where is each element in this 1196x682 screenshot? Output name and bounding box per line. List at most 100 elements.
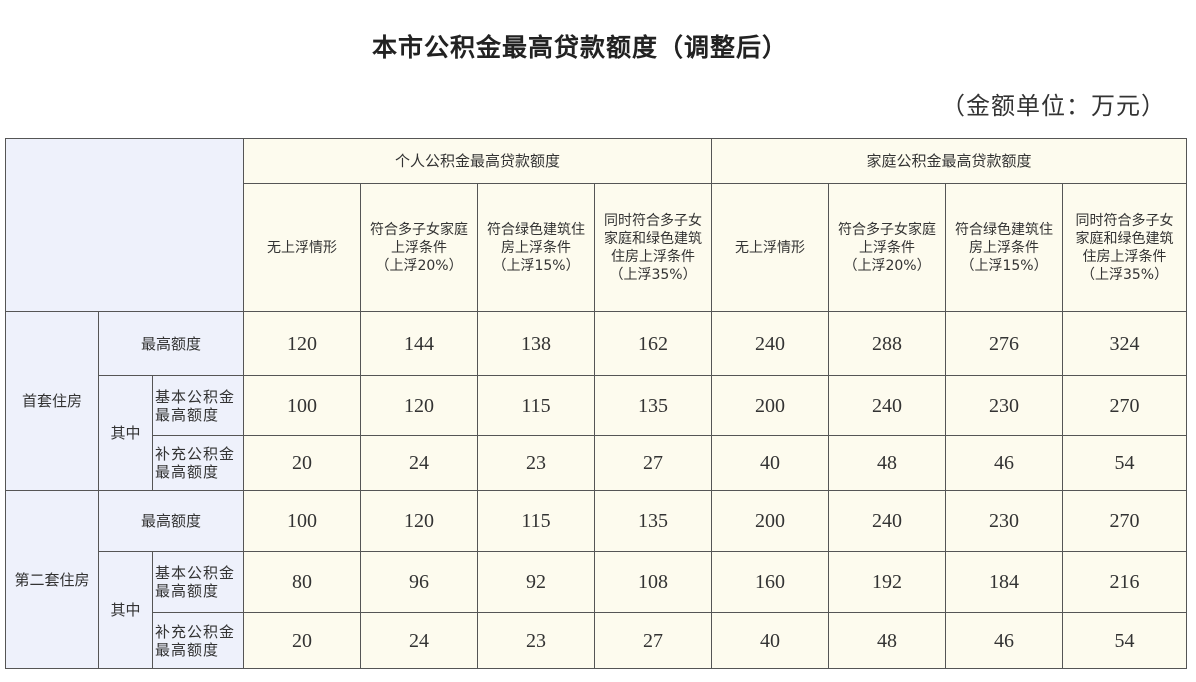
table-row: 首套住房 最高额度 120 144 138 162 240 288 276 324 — [5, 311, 1188, 491]
value-cell: 40 — [711, 612, 830, 669]
section-label: 首套住房 — [5, 311, 99, 491]
cell-text-line: （上浮20%） — [843, 257, 931, 274]
value-cell: 216 — [1062, 551, 1188, 613]
value-cell: 100 — [243, 490, 362, 552]
cell-text-line: 家庭和绿色建筑 — [604, 230, 703, 247]
value-cell: 40 — [711, 435, 830, 491]
header-row-columns: 无上浮情形 符合多子女家庭 上浮条件 （上浮20%） 符合绿色建筑住 房上浮条件 （上浮15… — [6, 183, 1188, 312]
sub-row-label: 基本公积金 最高额度 — [151, 551, 245, 613]
page-title: 本市公积金最高贷款额度（调整后） — [371, 33, 788, 62]
corner-cell — [4, 138, 245, 312]
value-cell: 24 — [360, 612, 479, 669]
of-which-label: 其中 — [98, 551, 153, 669]
column-header: 无上浮情形 — [243, 183, 362, 312]
table-row: 补充公积金 最高额度 20 24 23 27 40 48 46 54 — [6, 612, 1188, 669]
value-cell: 23 — [477, 435, 596, 491]
value-cell: 135 — [594, 375, 713, 436]
value-cell: 162 — [594, 311, 713, 376]
section-label: 第二套住房 — [5, 490, 99, 669]
value-cell: 160 — [711, 551, 830, 613]
value-cell: 46 — [945, 612, 1064, 669]
cell-text-line: 最高额度 — [155, 463, 220, 481]
value-cell: 48 — [828, 435, 947, 491]
value-cell: 96 — [360, 551, 479, 613]
cell-text-line: 房上浮条件 — [969, 239, 1040, 256]
max-amount-label: 最高额度 — [97, 311, 245, 376]
value-cell: 92 — [477, 551, 596, 613]
value-cell: 27 — [594, 612, 713, 669]
cell-text-line: （上浮35%） — [609, 266, 697, 283]
value-cell: 54 — [1062, 435, 1188, 491]
value-cell: 230 — [945, 375, 1064, 436]
cell-text-line: 符合多子女家庭 — [370, 221, 469, 238]
column-header: 符合绿色建筑住 房上浮条件 （上浮15%） — [945, 183, 1064, 312]
group-header: 个人公积金最高贷款额度 — [243, 138, 713, 184]
cell-text-line: 基本公积金 — [155, 387, 236, 406]
cell-text-line: （上浮20%） — [375, 257, 463, 274]
cell-text-line: 住房上浮条件 — [1082, 248, 1167, 265]
cell-text-line: 符合绿色建筑住 — [487, 221, 586, 238]
value-cell: 27 — [594, 435, 713, 491]
of-which-label: 其中 — [98, 375, 153, 491]
cell-text-line: 上浮条件 — [859, 239, 916, 256]
cell-text-line: 上浮条件 — [391, 239, 448, 256]
cell-text-line: （上浮35%） — [1080, 266, 1169, 283]
value-cell: 240 — [828, 490, 947, 552]
cell-text-line: 同时符合多子女 — [604, 212, 703, 229]
value-cell: 24 — [360, 435, 479, 491]
value-cell: 115 — [477, 375, 596, 436]
value-cell: 20 — [243, 435, 362, 491]
header-row-groups: 个人公积金最高贷款额度 家庭公积金最高贷款额度 — [4, 138, 1188, 312]
column-header: 符合绿色建筑住 房上浮条件 （上浮15%） — [477, 183, 596, 312]
value-cell: 135 — [594, 490, 713, 552]
cell-text-line: 无上浮情形 — [267, 239, 338, 256]
column-header: 符合多子女家庭 上浮条件 （上浮20%） — [360, 183, 479, 312]
cell-text-line: 补充公积金 — [155, 622, 236, 641]
value-cell: 240 — [828, 375, 947, 436]
cell-text-line: 最高额度 — [155, 582, 220, 600]
max-amount-label: 最高额度 — [97, 490, 245, 552]
group-header: 家庭公积金最高贷款额度 — [711, 138, 1188, 184]
value-cell: 324 — [1062, 311, 1188, 376]
column-header: 同时符合多子女 家庭和绿色建筑 住房上浮条件 （上浮35%） — [594, 183, 713, 312]
cell-text-line: （上浮15%） — [492, 257, 580, 274]
column-header: 无上浮情形 — [711, 183, 830, 312]
value-cell: 270 — [1062, 490, 1188, 552]
value-cell: 20 — [243, 612, 362, 669]
value-cell: 100 — [243, 375, 362, 436]
amount-unit-note: （金额单位：万元） — [941, 92, 1166, 120]
value-cell: 46 — [945, 435, 1064, 491]
sub-row-label: 基本公积金 最高额度 — [151, 375, 245, 436]
value-cell: 270 — [1062, 375, 1188, 436]
value-cell: 230 — [945, 490, 1064, 552]
value-cell: 192 — [828, 551, 947, 613]
column-header: 符合多子女家庭 上浮条件 （上浮20%） — [828, 183, 947, 312]
table-row: 其中 基本公积金 最高额度 100 120 115 135 200 240 230 270 — [6, 375, 1188, 491]
column-header: 同时符合多子女 家庭和绿色建筑 住房上浮条件 （上浮35%） — [1062, 183, 1188, 312]
cell-text-line: （上浮15%） — [960, 257, 1048, 274]
value-cell: 276 — [945, 311, 1064, 376]
table-row: 第二套住房 最高额度 100 120 115 135 200 240 230 270 — [5, 490, 1188, 669]
value-cell: 200 — [711, 490, 830, 552]
value-cell: 288 — [828, 311, 947, 376]
loan-limit-table: 个人公积金最高贷款额度 家庭公积金最高贷款额度 无上浮情形 符合多子女家庭 上浮条件 （上… — [4, 138, 1188, 669]
cell-text-line: 无上浮情形 — [735, 239, 806, 256]
value-cell: 144 — [360, 311, 479, 376]
value-cell: 240 — [711, 311, 830, 376]
cell-text-line: 基本公积金 — [155, 564, 236, 582]
cell-text-line: 符合多子女家庭 — [838, 221, 937, 238]
cell-text-line: 符合绿色建筑住 — [955, 221, 1054, 238]
cell-text-line: 最高额度 — [155, 640, 220, 659]
cell-text-line: 补充公积金 — [155, 445, 236, 463]
value-cell: 54 — [1062, 612, 1188, 669]
value-cell: 120 — [243, 311, 362, 376]
cell-text-line: 同时符合多子女 — [1075, 212, 1174, 229]
value-cell: 200 — [711, 375, 830, 436]
value-cell: 120 — [360, 490, 479, 552]
value-cell: 108 — [594, 551, 713, 613]
value-cell: 184 — [945, 551, 1064, 613]
value-cell: 115 — [477, 490, 596, 552]
table-row: 其中 基本公积金 最高额度 80 96 92 108 160 192 184 216 — [6, 551, 1188, 669]
value-cell: 48 — [828, 612, 947, 669]
sub-row-label: 补充公积金 最高额度 — [151, 435, 245, 491]
